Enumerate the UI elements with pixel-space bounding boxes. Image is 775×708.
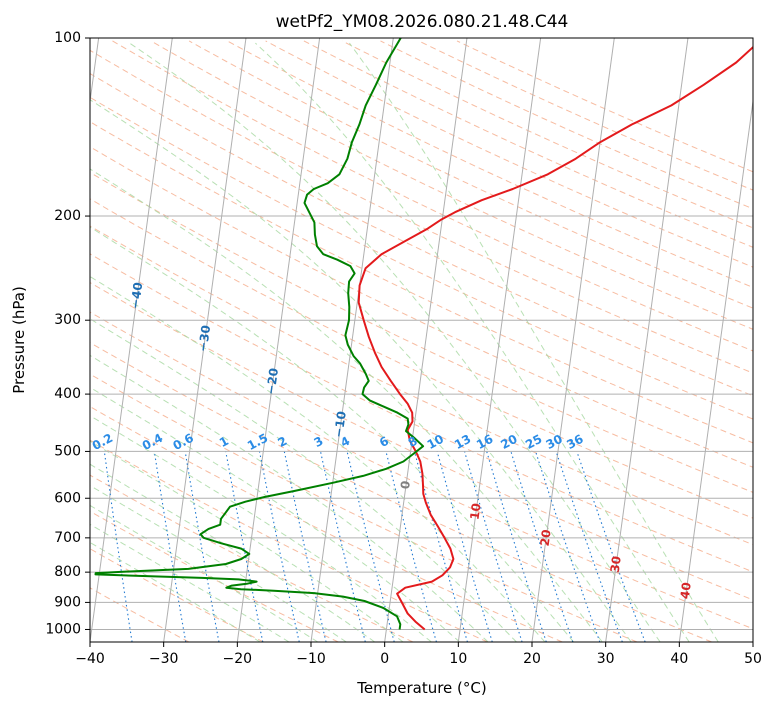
mixing-ratio-label: 30 (544, 432, 565, 452)
y-tick-label: 100 (54, 30, 81, 46)
isotherm-label: 30 (608, 555, 624, 573)
moist-adiabat (90, 484, 347, 642)
x-tick-label: 40 (670, 651, 688, 667)
moist-adiabat (90, 415, 432, 642)
moist-adiabat (90, 440, 404, 642)
sounding-series (94, 38, 753, 631)
mixing-ratio-labels: 0.1 0.2 0.4 0.6 1 1.5 2 3 4 6 8 10 13 16 20 25 30 36 (90, 431, 586, 453)
x-tick-label: 30 (597, 651, 615, 667)
plot-area (90, 38, 753, 642)
mixing-ratio-line (436, 451, 493, 642)
mixing-ratio-line (510, 451, 574, 642)
y-tick-label: 600 (54, 490, 81, 506)
y-tick-label: 900 (54, 594, 81, 610)
mixing-ratio-line (58, 451, 82, 642)
temperature-profile (357, 45, 753, 631)
y-tick-label: 800 (54, 564, 81, 580)
pressure-gridlines (90, 38, 753, 630)
y-tick-label: 300 (54, 312, 81, 328)
isotherm-line (236, 38, 321, 642)
chart-title: wetPf2_YM08.2026.080.21.48.C44 (276, 12, 569, 32)
y-tick-label: 200 (54, 208, 81, 224)
mixing-ratio-line (413, 451, 469, 642)
mixing-ratio-label: 36 (564, 432, 585, 452)
isotherm-line (384, 38, 468, 642)
isotherm-label: 20 (538, 529, 554, 547)
plot-frame (89, 37, 754, 643)
dry-adiabat (90, 474, 414, 642)
y-axis: 1000 900 800 700 600 500 400 300 200 100 (45, 30, 90, 637)
isotherm-label: −40 (128, 281, 146, 309)
isotherm-line (163, 38, 247, 642)
dry-adiabat (90, 342, 712, 642)
moist-adiabat (90, 318, 517, 642)
moist-adiabat (255, 42, 690, 642)
y-axis-title: Pressure (hPa) (10, 286, 28, 394)
isotherm-line (605, 38, 689, 642)
y-tick-label: 1000 (45, 621, 81, 637)
moist-adiabat (90, 386, 461, 642)
mixing-ratio-line (184, 451, 220, 642)
isotherms (90, 38, 753, 642)
mixing-ratio-line (153, 451, 187, 642)
isotherm-label: −30 (196, 324, 214, 352)
x-tick-label: −20 (223, 651, 253, 667)
moist-adiabat (90, 541, 261, 642)
mixing-ratio-label: 10 (425, 432, 446, 452)
mixing-ratio-label: 25 (523, 432, 544, 452)
mixing-ratio-label: 20 (498, 432, 519, 452)
moist-adiabat (90, 168, 603, 642)
isotherm-label: −10 (331, 410, 349, 438)
isotherm-line (678, 97, 753, 642)
dewpoint-profile (94, 38, 425, 630)
moist-adiabat (90, 99, 632, 642)
x-tick-label: 0 (380, 651, 389, 667)
moist-adiabat (90, 504, 318, 642)
isotherm-label: −60 (0, 195, 10, 223)
mixing-ratio-line (486, 451, 547, 642)
x-tick-label: 50 (744, 651, 762, 667)
x-axis-title: Temperature (°C) (356, 679, 486, 697)
x-tick-label: 10 (449, 651, 467, 667)
y-tick-label: 700 (54, 530, 81, 546)
dry-adiabat (90, 439, 488, 642)
isotherm-line (457, 38, 542, 642)
x-tick-label: −10 (296, 651, 326, 667)
moist-adiabats (90, 42, 719, 642)
isotherm-line (531, 38, 615, 642)
x-tick-label: −40 (75, 651, 105, 667)
moist-adiabat (90, 226, 574, 642)
moist-adiabat (90, 463, 375, 642)
moist-adiabat (129, 42, 661, 642)
y-tick-label: 400 (54, 386, 81, 402)
mixing-ratio-line (225, 451, 264, 642)
isotherm-line (90, 38, 100, 106)
isotherm-label: −20 (264, 367, 282, 395)
mixing-ratio-line (103, 451, 133, 642)
isotherm-label: 40 (678, 581, 694, 599)
isotherm-label: −50 (60, 238, 78, 266)
dry-adiabat (90, 225, 753, 546)
mixing-ratio-line (464, 451, 523, 642)
isotherm-label: 0 (398, 480, 413, 490)
moist-adiabat (90, 523, 290, 642)
isotherm-line (752, 638, 753, 642)
x-axis: −40 −30 −20 −10 0 10 20 30 40 50 (75, 642, 762, 667)
dry-adiabat (90, 253, 753, 573)
x-tick-label: 20 (523, 651, 541, 667)
mixing-ratio-lines (58, 451, 646, 642)
isotherm-line (310, 38, 394, 642)
mixing-ratio-label: 13 (452, 432, 473, 452)
mixing-ratio-label: 16 (474, 432, 495, 452)
y-tick-label: 500 (54, 443, 81, 459)
x-tick-label: −30 (149, 651, 179, 667)
moist-adiabat (90, 275, 546, 642)
moist-adiabat (348, 42, 719, 642)
isotherm-label: 10 (468, 502, 484, 520)
isotherm-line (90, 38, 173, 642)
